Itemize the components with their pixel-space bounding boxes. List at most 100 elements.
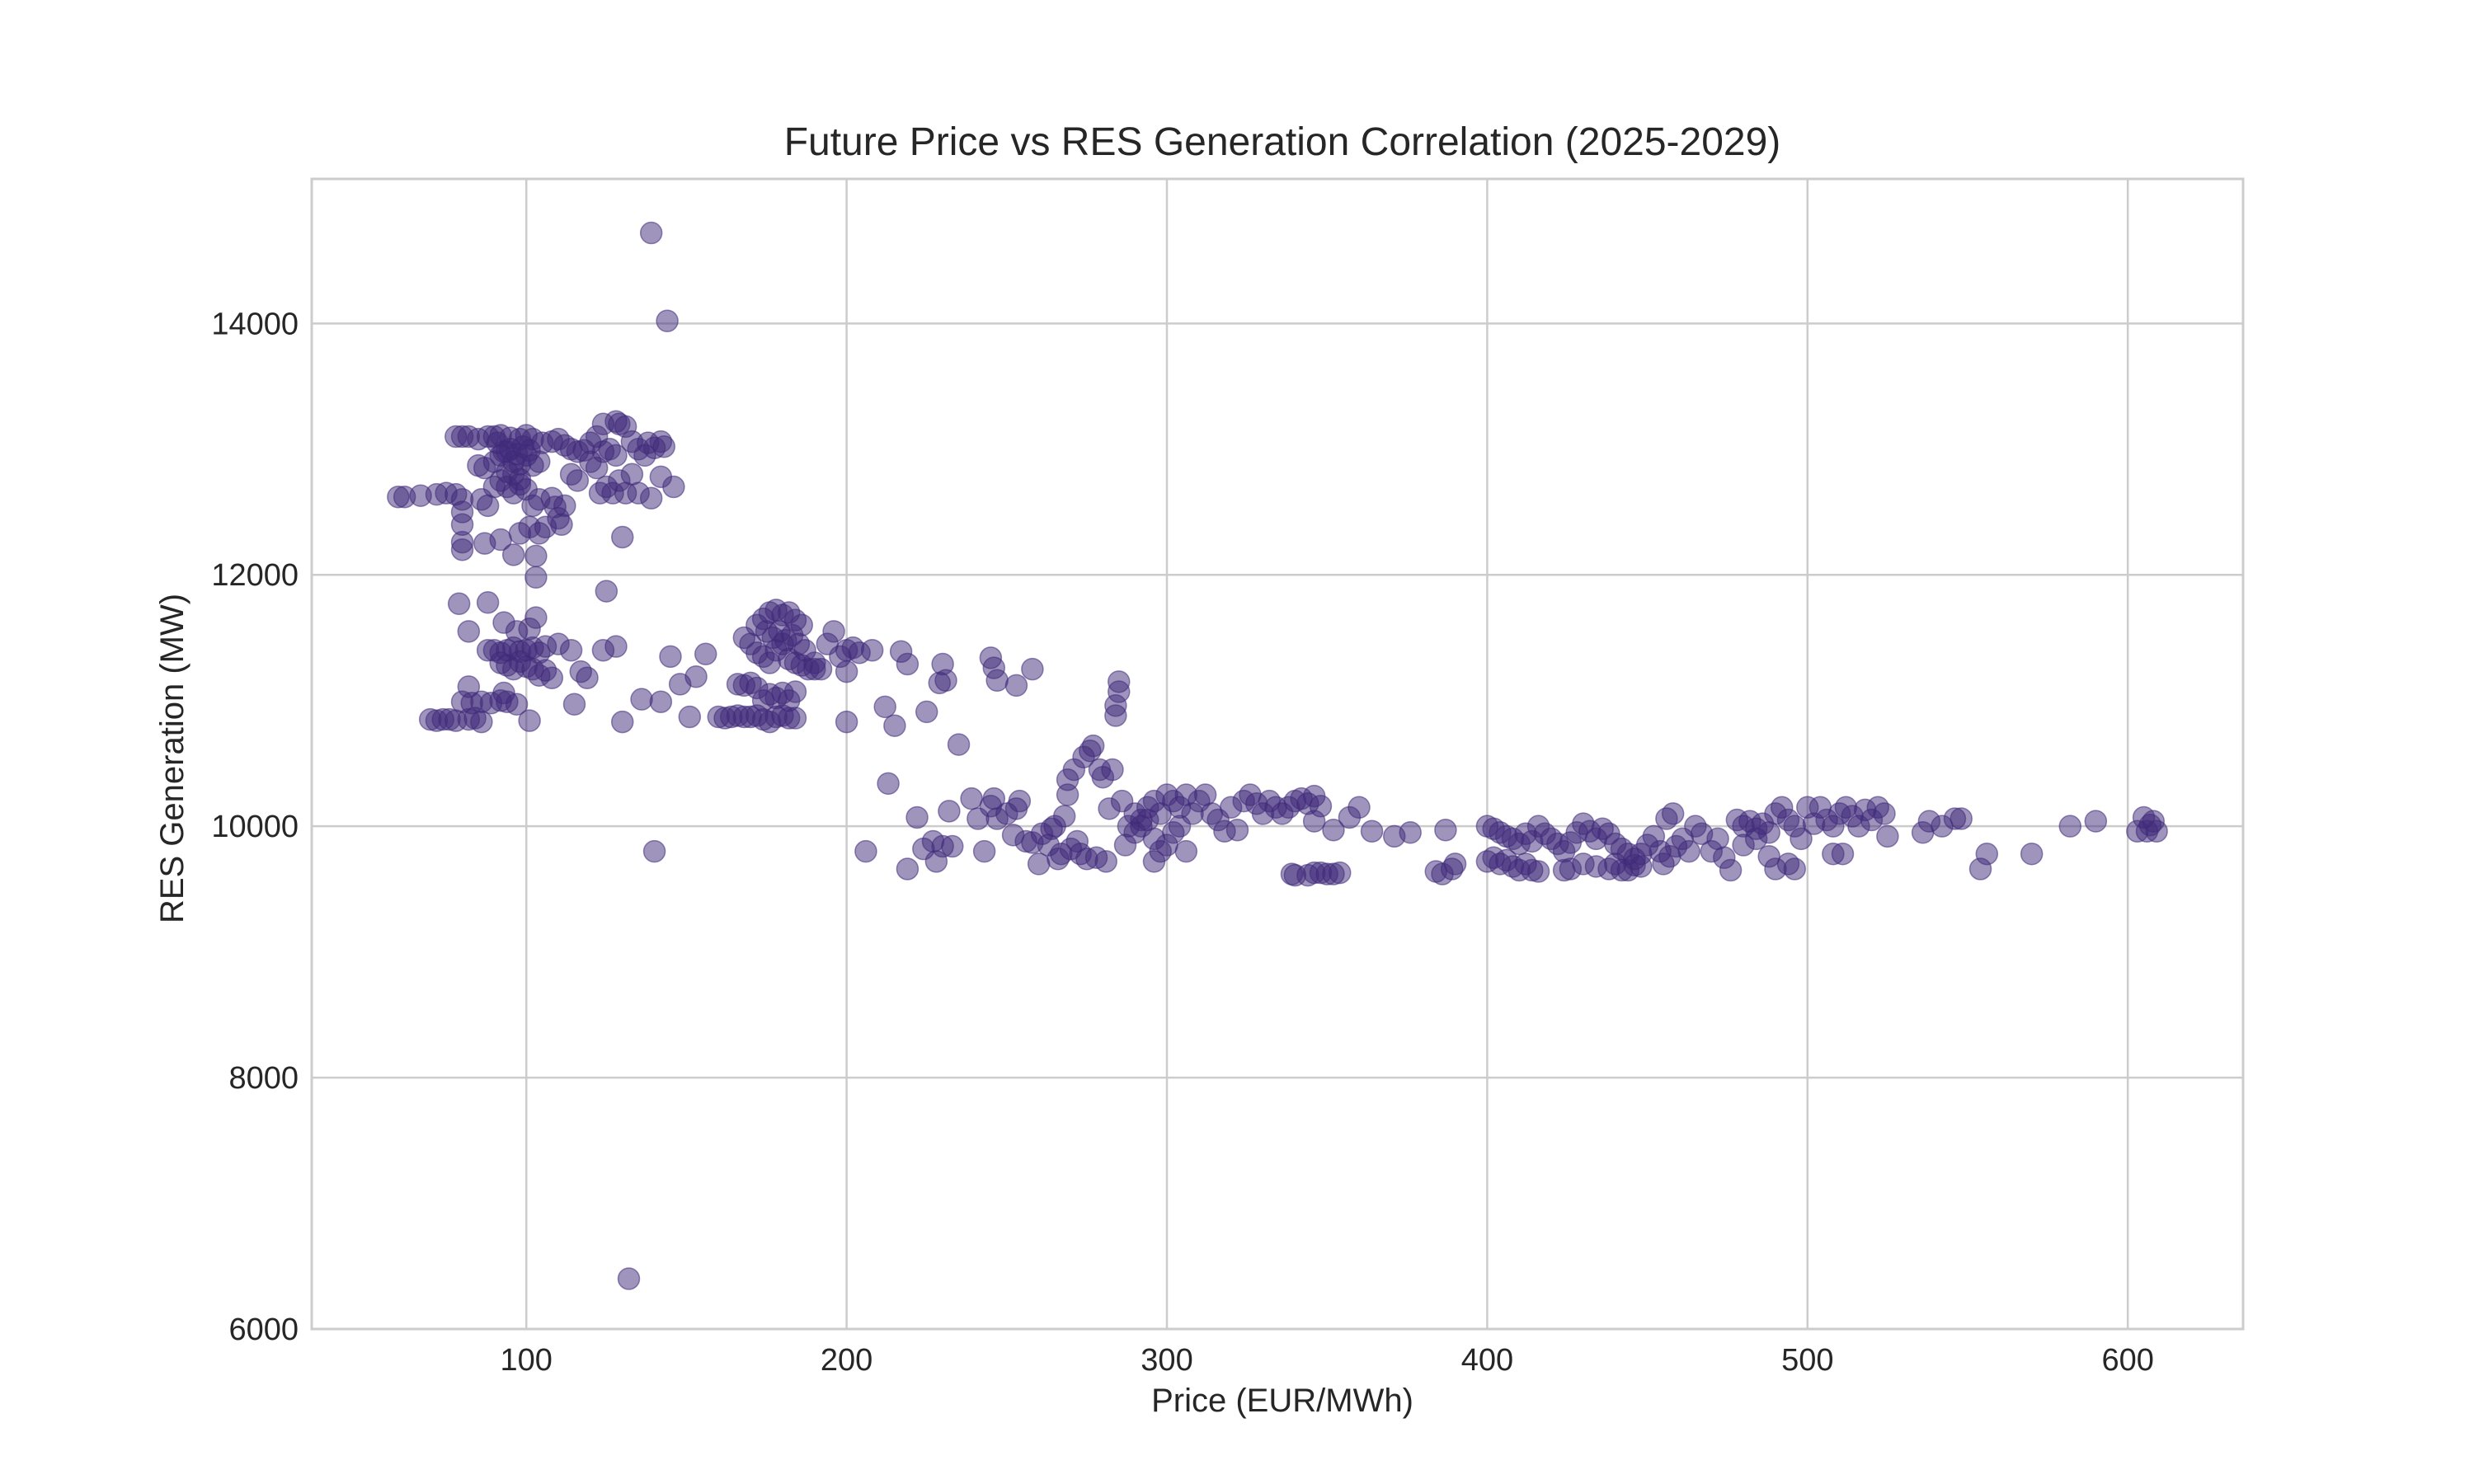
data-point <box>678 705 702 729</box>
y-tick-label: 8000 <box>228 1061 299 1096</box>
data-point <box>604 635 628 658</box>
data-point <box>450 538 474 561</box>
data-point <box>1322 818 1345 842</box>
data-point <box>1027 852 1051 876</box>
x-tick-label: 100 <box>501 1343 553 1378</box>
data-point <box>985 669 1009 693</box>
data-point <box>457 620 481 643</box>
data-point <box>656 309 679 333</box>
data-point <box>1360 819 1384 843</box>
data-point <box>501 543 525 566</box>
data-point <box>1168 815 1192 838</box>
grid-lines <box>312 179 2243 1331</box>
data-point <box>617 1267 641 1290</box>
data-point <box>2020 842 2044 866</box>
data-point <box>566 469 590 492</box>
y-tick-label: 14000 <box>211 307 299 341</box>
data-point <box>960 787 983 810</box>
data-point <box>1443 852 1467 876</box>
data-point <box>947 733 971 756</box>
y-tick-label: 10000 <box>211 810 299 844</box>
data-point <box>1081 734 1105 758</box>
data-point <box>649 690 673 713</box>
data-point <box>854 839 877 863</box>
y-tick-label: 6000 <box>228 1313 299 1347</box>
data-point <box>938 800 961 823</box>
data-point <box>1719 858 1743 882</box>
data-point <box>2058 815 2082 838</box>
data-point <box>604 444 628 467</box>
data-point <box>1677 839 1700 863</box>
data-point <box>896 652 920 676</box>
data-point <box>1225 818 1249 842</box>
data-point <box>877 772 900 796</box>
data-point <box>1094 850 1117 873</box>
data-point <box>457 675 481 698</box>
data-point <box>1302 810 1326 833</box>
data-point <box>496 460 519 483</box>
data-point <box>1052 805 1076 828</box>
data-point <box>941 834 964 858</box>
data-point <box>783 707 807 730</box>
data-point <box>905 805 929 829</box>
data-point <box>783 680 807 703</box>
x-tick-label: 200 <box>821 1343 872 1378</box>
y-axis-label: RES Generation (MW) <box>154 594 190 923</box>
data-point <box>1174 839 1198 863</box>
data-point <box>1873 802 1896 825</box>
data-point <box>610 710 634 734</box>
data-point <box>1107 680 1131 703</box>
data-point <box>684 665 708 688</box>
chart-title: Future Price vs RES Generation Correlati… <box>784 120 1781 164</box>
data-point <box>1526 860 1550 883</box>
data-point <box>1661 802 1685 825</box>
x-tick-label: 600 <box>2101 1343 2153 1378</box>
data-point <box>652 434 675 458</box>
data-point <box>550 513 573 537</box>
x-axis-label: Price (EUR/MWh) <box>1151 1383 1413 1419</box>
plot-frame <box>310 177 2245 1331</box>
data-point <box>835 660 858 683</box>
data-point <box>1021 657 1044 681</box>
data-point <box>1142 850 1166 873</box>
data-point <box>639 486 663 510</box>
data-point <box>972 839 996 863</box>
x-tick-labels: 100 200 300 400 500 600 <box>501 1343 2154 1378</box>
data-point <box>1876 824 1899 848</box>
data-point <box>1004 674 1028 697</box>
data-point <box>1328 861 1352 885</box>
x-tick-label: 500 <box>1781 1343 1833 1378</box>
data-point <box>1193 783 1217 806</box>
data-point <box>524 606 548 629</box>
data-point <box>1008 789 1032 813</box>
data-point <box>553 494 576 518</box>
data-point <box>1136 808 1159 832</box>
data-points <box>387 221 2168 1290</box>
data-point <box>915 700 938 724</box>
data-point <box>809 657 833 681</box>
y-tick-labels: 6000 8000 10000 12000 14000 <box>211 307 299 1347</box>
data-point <box>518 709 541 732</box>
data-point <box>576 666 599 690</box>
data-point <box>1975 842 1999 866</box>
data-point <box>1348 796 1371 819</box>
data-point <box>694 642 717 666</box>
data-point <box>1744 827 1768 851</box>
data-point <box>873 695 896 719</box>
data-point <box>470 710 493 734</box>
data-point <box>476 591 500 614</box>
data-point <box>793 638 816 662</box>
data-point <box>562 693 586 716</box>
data-point <box>896 857 920 881</box>
data-point <box>1434 818 1457 842</box>
data-point <box>524 544 548 568</box>
data-point <box>883 714 906 737</box>
data-point <box>1399 821 1422 844</box>
y-tick-label: 12000 <box>211 558 299 593</box>
data-point <box>1783 857 1807 881</box>
data-point <box>1950 807 1973 830</box>
x-tick-label: 300 <box>1141 1343 1192 1378</box>
data-point <box>1706 827 1729 851</box>
data-point <box>476 494 500 518</box>
